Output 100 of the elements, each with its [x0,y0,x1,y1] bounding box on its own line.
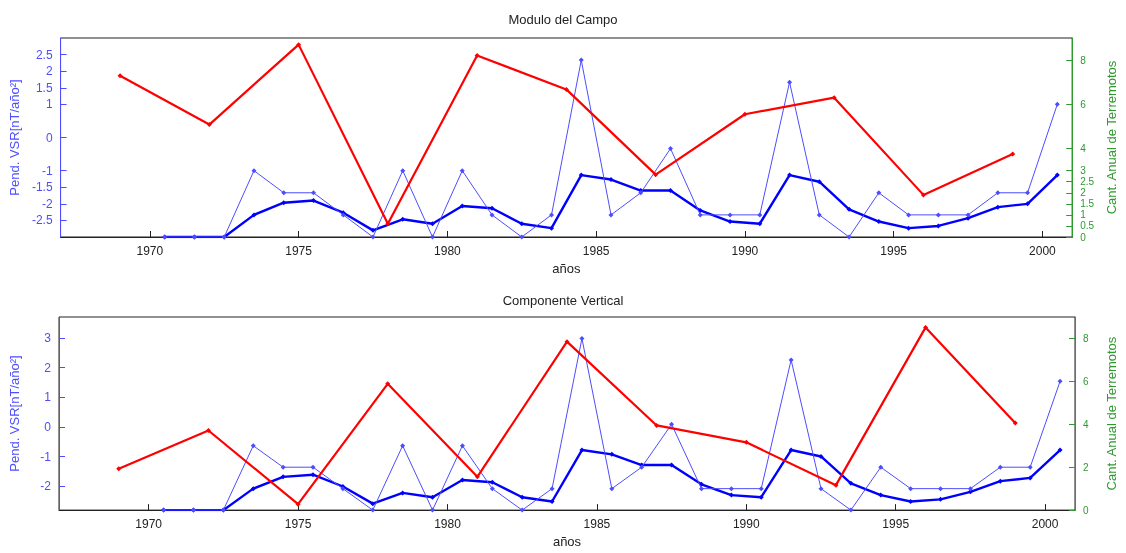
y2-axis-title: Cant. Anual de Terremotos [1104,60,1119,215]
point [758,486,764,492]
point [876,190,882,196]
x-tick-label: 1985 [583,517,611,532]
point [250,486,256,492]
point [400,168,406,174]
point [459,168,465,174]
x-axis-title: años [552,534,582,549]
point [578,57,584,63]
chart-title: Modulo del Campo [508,12,618,27]
point [281,190,287,196]
point [995,190,1001,196]
point [400,216,406,222]
point [519,234,525,240]
y2-tick-label: 1.5 [1080,198,1095,210]
point [757,212,763,218]
point [938,486,944,492]
point [489,212,495,218]
point [906,225,912,231]
point [519,221,525,227]
point [549,486,555,492]
point [370,234,376,240]
point [459,477,465,483]
x-tick-label: 1995 [880,244,908,258]
y2-tick-label: 4 [1080,143,1087,155]
point [549,212,555,218]
point [579,447,585,453]
chart-title: Componente Vertical [502,293,624,308]
point [310,472,316,478]
point [370,507,376,513]
point [1025,201,1031,207]
point [923,324,929,330]
point [818,486,824,492]
point [1012,420,1018,426]
y-tick-label: -2 [41,196,53,211]
point [1057,378,1063,384]
point [831,95,837,101]
point [385,381,391,387]
y2-tick-label: 6 [1083,375,1089,387]
point [609,451,615,457]
point [935,212,941,218]
y2-tick-label: 0 [1080,231,1087,243]
point [727,219,733,225]
point [251,168,257,174]
y2-tick-label: 2.5 [1080,176,1095,188]
point [370,227,376,233]
x-tick-label: 1970 [135,517,163,532]
point [310,190,316,196]
point [519,494,525,500]
point [1054,172,1060,178]
point [728,486,734,492]
y-axis-title: Pend. VSR[nT/año²] [7,355,22,472]
point [697,212,703,218]
point [608,177,614,183]
point [757,221,763,227]
point [742,111,748,117]
point [280,464,286,470]
point [459,443,465,449]
point [489,486,495,492]
point [906,212,912,218]
x-tick-label: 1975 [285,244,313,258]
point [788,447,794,453]
point [206,122,212,128]
point [459,203,465,209]
point [878,464,884,470]
x-axis-title: años [552,260,581,276]
point [430,234,435,240]
point [878,492,884,498]
y-tick-label: 3 [44,330,52,345]
point [549,225,555,231]
point [876,219,882,225]
y-tick-label: 2 [44,360,52,375]
x-tick-label: 1980 [434,517,462,532]
point [400,443,406,449]
point [816,212,822,218]
point [370,501,376,507]
point [1025,190,1031,196]
y2-tick-label: 4 [1083,418,1089,430]
point [938,496,944,502]
point [579,335,585,341]
point [489,479,495,485]
point [578,172,584,178]
point [116,466,122,472]
point [564,339,570,345]
point [519,507,525,513]
point [385,221,391,227]
point [430,494,436,500]
point [1054,101,1060,107]
point [295,501,301,507]
y-tick-label: 0 [45,130,53,145]
y-tick-label: -2 [40,479,52,494]
point [251,212,257,218]
point [489,205,495,211]
point [920,192,926,198]
point [474,474,480,480]
point [280,474,286,480]
point [1010,151,1016,157]
point [609,486,615,492]
point [281,200,287,206]
point [818,453,824,459]
